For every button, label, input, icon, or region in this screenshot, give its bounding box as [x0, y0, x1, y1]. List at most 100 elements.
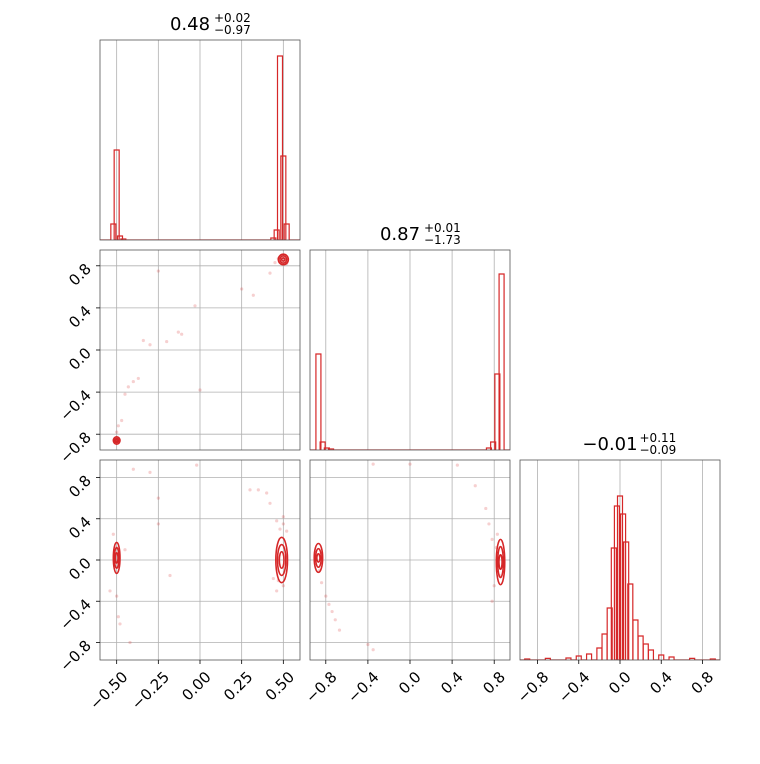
scatter-point-0-2-14 — [195, 463, 199, 467]
panel-content-0-0 — [100, 55, 300, 240]
scatter-point-0-2-4 — [118, 622, 122, 626]
contour-5-0 — [495, 538, 506, 586]
contour-3-2 — [278, 550, 285, 570]
param-plus-2: +0.11 — [640, 431, 677, 445]
contour-5-1 — [496, 545, 505, 579]
scatter-point-0-2-3 — [116, 615, 120, 619]
contour-3-1 — [276, 543, 287, 577]
contour-3-0 — [275, 536, 289, 584]
scatter-point-0-2-11 — [156, 496, 160, 500]
contour-4-1 — [314, 547, 323, 569]
histogram-2 — [520, 495, 720, 660]
contour-2-1 — [113, 546, 120, 570]
contour-1-2 — [114, 438, 119, 443]
scatter-point-0-1-19 — [268, 271, 272, 275]
panel-0-0 — [99, 39, 301, 241]
scatter-point-1-2-5 — [330, 609, 334, 614]
contour-4-0 — [313, 542, 324, 574]
scatter-point-0-2-25 — [275, 589, 279, 593]
scatter-point-0-1-13 — [180, 332, 184, 336]
scatter-point-0-1-12 — [176, 330, 180, 334]
scatter-point-0-1-10 — [148, 343, 152, 347]
contour-2-0 — [112, 541, 121, 575]
scatter-point-0-2-27 — [281, 515, 285, 519]
contour-4-2 — [316, 553, 321, 563]
xtick-label-2-2: 0.0 — [605, 668, 635, 698]
scatter-point-1-2-2 — [319, 581, 324, 585]
scatter-point-1-2-15 — [487, 522, 491, 526]
scatter-point-0-1-5 — [123, 392, 127, 396]
ytick-label-2-3: 0.4 — [65, 513, 95, 543]
xtick-label-0-1: −0.25 — [128, 668, 173, 713]
panel-2-2 — [519, 459, 721, 661]
xtick-label-0-4: 0.50 — [262, 668, 298, 704]
scatter-point-0-1-2 — [115, 430, 119, 434]
scatter-point-1-2-20 — [490, 599, 494, 603]
scatter-point-1-2-22 — [495, 532, 499, 536]
scatter-point-0-1-14 — [193, 304, 197, 308]
scatter-point-0-1-7 — [131, 379, 135, 384]
xtick-label-1-4: 0.8 — [479, 668, 509, 698]
ytick-label-2-0: −0.8 — [56, 637, 94, 675]
scatter-point-0-1-17 — [240, 287, 244, 291]
scatter-point-0-2-7 — [123, 548, 127, 552]
scatter-point-0-1-4 — [120, 418, 124, 423]
scatter-point-0-2-8 — [128, 640, 132, 645]
ytick-label-1-0: −0.8 — [56, 428, 94, 466]
scatter-point-1-2-12 — [455, 463, 459, 467]
scatter-point-0-2-19 — [275, 519, 279, 523]
panel-frame-0-0 — [99, 39, 301, 241]
contour-5-2 — [498, 554, 503, 571]
scatter-point-0-1-8 — [136, 376, 140, 381]
ytick-label-2-1: −0.4 — [56, 595, 94, 633]
scatter-point-0-2-18 — [268, 501, 272, 505]
panel-content-1-1 — [310, 273, 510, 450]
scatter-point-1-2-4 — [327, 602, 331, 606]
scatter-point-0-1-20 — [273, 261, 277, 265]
contour-2-2 — [114, 551, 119, 564]
xtick-label-1-0: −0.8 — [302, 668, 340, 706]
scatter-point-1-2-10 — [371, 462, 375, 466]
scatter-point-0-2-22 — [281, 522, 285, 526]
param-minus-0: −0.97 — [214, 23, 251, 37]
scatter-point-0-1-16 — [156, 269, 160, 273]
contour-0-2 — [280, 257, 286, 262]
panel-1-1 — [309, 249, 511, 451]
scatter-point-0-2-13 — [168, 573, 172, 578]
param-minus-2: −0.09 — [640, 443, 677, 457]
scatter-point-1-2-13 — [473, 484, 477, 488]
scatter-point-0-2-17 — [265, 491, 269, 495]
ytick-label-1-1: −0.4 — [56, 386, 94, 424]
ytick-label-2-2: 0.0 — [65, 554, 95, 584]
ytick-label-1-2: 0.0 — [65, 344, 95, 374]
scatter-point-0-2-10 — [148, 470, 152, 474]
xtick-label-1-1: −0.4 — [344, 668, 382, 706]
panel-2-1 — [309, 459, 511, 661]
scatter-point-0-2-9 — [131, 467, 135, 471]
ytick-label-1-3: 0.4 — [65, 302, 95, 332]
scatter-point-0-2-2 — [115, 594, 119, 598]
panel-content-1-0 — [112, 253, 290, 446]
xtick-label-2-4: 0.8 — [688, 668, 718, 698]
panel-1-0 — [99, 249, 301, 451]
param-median-1: 0.87 — [380, 224, 420, 245]
scatter-point-0-1-18 — [251, 293, 255, 297]
scatter-point-0-1-15 — [198, 388, 202, 392]
scatter-point-0-2-5 — [111, 532, 115, 536]
scatter-point-1-2-8 — [366, 642, 370, 647]
param-minus-1: −1.73 — [424, 233, 461, 247]
xtick-label-2-0: −0.8 — [514, 668, 552, 706]
contour-1-1 — [113, 437, 120, 444]
panel-frame-1-1 — [309, 249, 511, 451]
xtick-label-1-2: 0.0 — [395, 668, 425, 698]
scatter-point-0-2-15 — [248, 488, 252, 492]
xtick-label-0-3: 0.25 — [220, 668, 256, 704]
param-title-2: −0.01 — [582, 434, 637, 455]
scatter-point-0-1-11 — [165, 339, 169, 344]
scatter-point-1-2-7 — [337, 628, 342, 632]
scatter-point-0-2-23 — [285, 529, 289, 533]
scatter-point-1-2-19 — [492, 584, 496, 588]
xtick-label-1-3: 0.4 — [437, 668, 467, 698]
